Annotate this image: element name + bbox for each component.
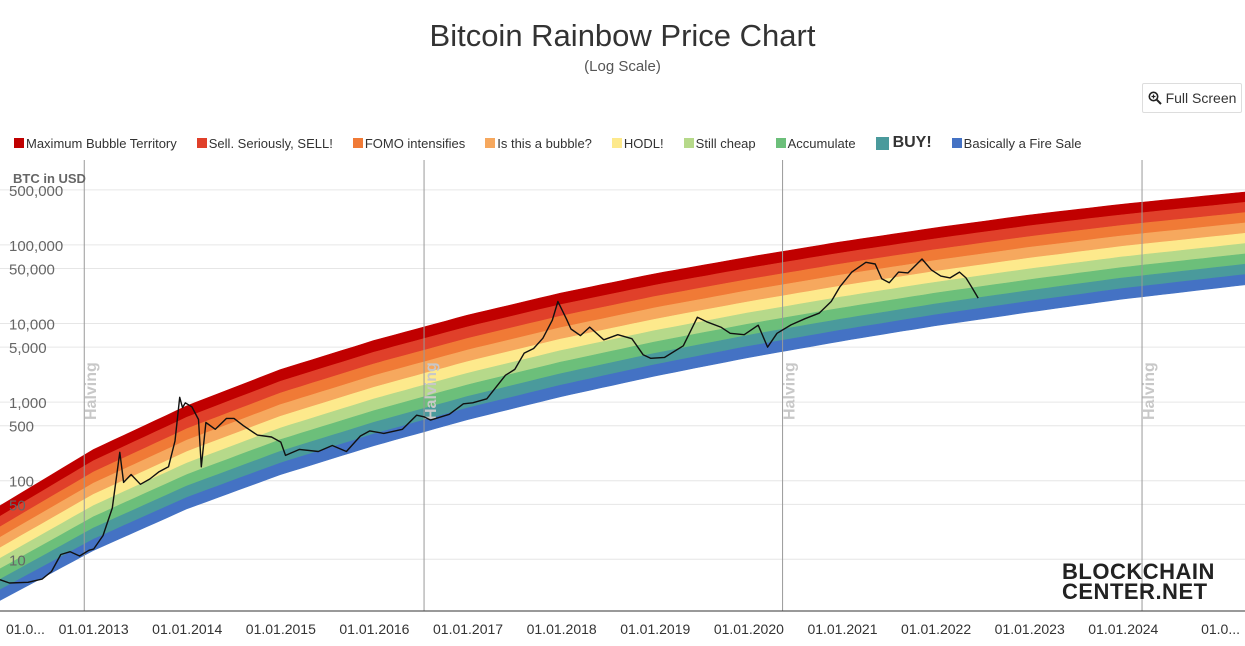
- legend-label: Basically a Fire Sale: [963, 135, 1082, 151]
- y-tick-label: 500: [9, 419, 34, 436]
- legend: Maximum Bubble Territory Sell. Seriously,…: [14, 133, 1101, 153]
- x-tick-label: 01.01.2018: [527, 621, 597, 637]
- legend-swatch: [485, 138, 496, 148]
- halving-label: Halving: [83, 362, 100, 420]
- full-screen-label: Full Screen: [1165, 90, 1237, 106]
- logo-line-1: BLOCKCHAIN: [1062, 559, 1215, 584]
- legend-swatch: [196, 138, 207, 148]
- x-tick-label: 01.01.2019: [620, 621, 690, 637]
- logo-line-2: CENTER.NET: [1062, 579, 1208, 604]
- x-tick-label: 01.01.2016: [339, 621, 409, 637]
- legend-label: Sell. Seriously, SELL!: [208, 135, 333, 151]
- y-axis-title: BTC in USD: [13, 171, 86, 186]
- chart-title: Bitcoin Rainbow Price Chart: [429, 18, 816, 53]
- y-tick-label: 50,000: [9, 262, 55, 279]
- x-tick-label: 01.01.2022: [901, 621, 971, 637]
- x-tick-label: 01.01.2014: [152, 621, 222, 637]
- legend-label: FOMO intensifies: [364, 135, 466, 151]
- rainbow-band-8: [0, 274, 1245, 601]
- zoom-in-icon: [1148, 91, 1162, 105]
- y-tick-label: 1,000: [9, 395, 47, 412]
- legend-item-1[interactable]: Sell. Seriously, SELL!: [196, 135, 333, 151]
- legend-item-7[interactable]: BUY!: [875, 134, 932, 152]
- legend-swatch: [352, 138, 363, 148]
- legend-item-4[interactable]: HODL!: [611, 135, 664, 151]
- legend-label: Is this a bubble?: [497, 135, 592, 151]
- legend-swatch: [951, 138, 962, 148]
- x-tick-label: 01.01.2024: [1088, 621, 1158, 637]
- legend-label: Accumulate: [787, 135, 856, 151]
- legend-label: Still cheap: [695, 135, 756, 151]
- x-tick-label: 01.01.2020: [714, 621, 784, 637]
- x-tick-label: 01.01.2023: [995, 621, 1065, 637]
- halving-label: Halving: [1141, 362, 1158, 420]
- x-tick-label: 01.0...: [1201, 621, 1240, 637]
- legend-item-3[interactable]: Is this a bubble?: [485, 136, 592, 151]
- x-tick-label: 01.01.2015: [246, 621, 316, 637]
- legend-item-2[interactable]: FOMO intensifies: [352, 135, 466, 151]
- legend-item-8[interactable]: Basically a Fire Sale: [951, 135, 1082, 151]
- chart-subtitle: (Log Scale): [584, 58, 661, 75]
- legend-item-0[interactable]: Maximum Bubble Territory: [14, 136, 177, 151]
- halving-label: Halving: [423, 362, 440, 420]
- y-tick-label: 100,000: [9, 238, 63, 255]
- y-tick-label: 500,000: [9, 183, 63, 200]
- x-tick-label: 01.01.2021: [807, 621, 877, 637]
- legend-label: BUY!: [892, 134, 932, 151]
- legend-swatch: [683, 138, 694, 148]
- legend-item-5[interactable]: Still cheap: [683, 135, 756, 151]
- legend-label: HODL!: [623, 135, 664, 151]
- y-tick-label: 10,000: [9, 316, 55, 333]
- halving-label: Halving: [782, 362, 799, 420]
- legend-swatch: [14, 138, 24, 148]
- legend-label: Maximum Bubble Territory: [26, 135, 177, 151]
- y-tick-label: 10: [9, 552, 26, 569]
- x-tick-label: 01.0...: [6, 621, 45, 637]
- legend-swatch: [775, 138, 786, 148]
- y-tick-label: 5,000: [9, 340, 47, 357]
- y-tick-label: 100: [9, 474, 34, 491]
- legend-swatch: [611, 138, 622, 148]
- y-tick-label: 50: [9, 497, 26, 514]
- legend-swatch: [875, 136, 889, 150]
- blockchaincenter-logo: BLOCKCHAIN CENTER.NET: [1062, 559, 1215, 604]
- x-tick-label: 01.01.2013: [59, 621, 129, 637]
- price-line: [0, 258, 979, 584]
- legend-item-6[interactable]: Accumulate: [775, 135, 856, 151]
- x-tick-label: 01.01.2017: [433, 621, 503, 637]
- full-screen-button[interactable]: Full Screen: [1142, 83, 1242, 113]
